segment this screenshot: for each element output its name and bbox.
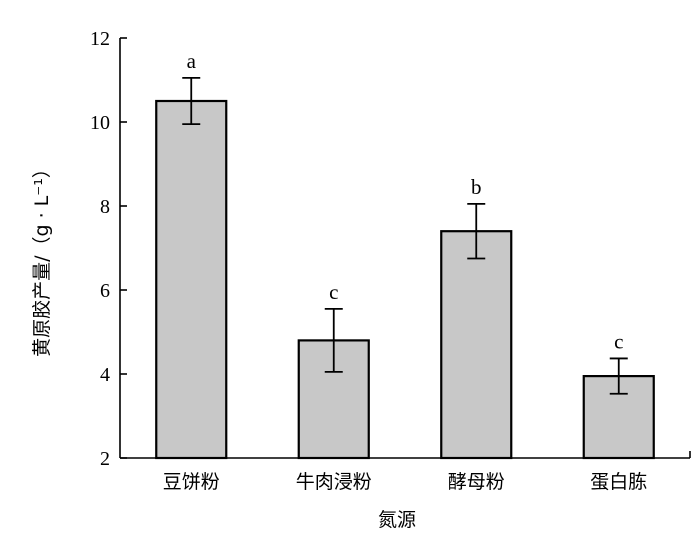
x-tick-label: 酵母粉 (448, 471, 505, 493)
significance-label: a (187, 49, 197, 73)
bar (155, 99, 228, 460)
y-axis-title: 黄原胶产量/（g · L⁻¹） (31, 159, 53, 357)
y-tick-label: 6 (100, 280, 110, 302)
y-tick-label: 10 (90, 112, 110, 134)
x-axis-title: 氮源 (378, 509, 416, 531)
x-tick-label: 豆饼粉 (163, 471, 220, 493)
x-axis-category-labels: 豆饼粉 牛肉浸粉 酵母粉 蛋白胨 (163, 471, 648, 493)
bars: a c b c (155, 49, 655, 460)
y-tick-label: 2 (100, 448, 110, 470)
significance-label: b (471, 175, 482, 199)
x-tick-label: 牛肉浸粉 (296, 471, 372, 493)
y-tick-label: 8 (100, 196, 110, 218)
y-tick-label: 12 (90, 28, 110, 50)
significance-label: c (329, 280, 338, 304)
x-tick-label: 蛋白胨 (590, 471, 647, 493)
significance-label: c (614, 329, 623, 353)
y-tick-label: 4 (100, 364, 110, 386)
y-axis-ticks: 2 4 6 8 10 12 (90, 28, 127, 470)
bar (440, 230, 513, 460)
